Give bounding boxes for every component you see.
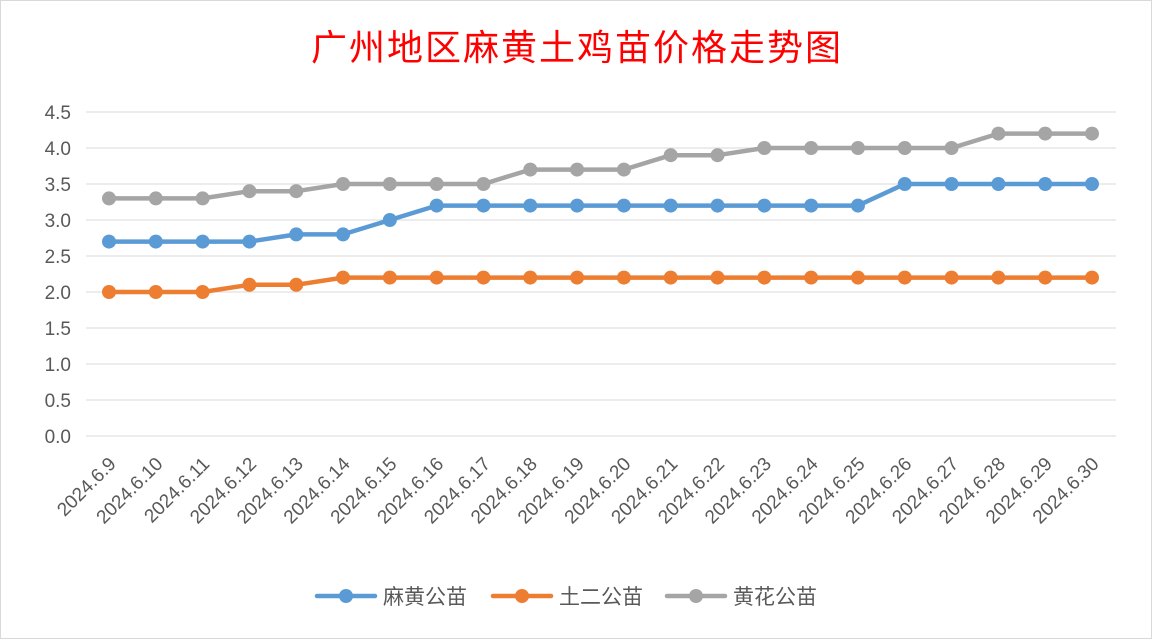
legend-swatch-marker bbox=[339, 589, 353, 603]
data-point bbox=[991, 270, 1006, 285]
data-point bbox=[991, 177, 1006, 191]
data-point bbox=[429, 270, 444, 285]
data-point bbox=[710, 270, 725, 285]
y-tick-label: 1.0 bbox=[45, 355, 71, 376]
gridlines bbox=[86, 111, 1116, 437]
series-2 bbox=[102, 270, 1099, 299]
data-point bbox=[523, 270, 538, 285]
data-point bbox=[616, 162, 631, 177]
x-axis-labels: 2024.6.92024.6.102024.6.112024.6.122024.… bbox=[53, 453, 1103, 528]
y-tick-label: 4.0 bbox=[45, 139, 71, 160]
legend-label: 土二公苗 bbox=[559, 585, 643, 609]
data-point bbox=[1085, 126, 1099, 141]
data-point bbox=[757, 270, 772, 285]
data-point bbox=[523, 162, 538, 177]
data-point bbox=[944, 177, 959, 191]
series-line bbox=[106, 181, 1095, 244]
data-point bbox=[1085, 177, 1099, 191]
data-point bbox=[102, 234, 116, 249]
data-point bbox=[429, 177, 444, 191]
legend: 麻黄公苗 土二公苗 黄花公苗 bbox=[314, 585, 817, 609]
data-point bbox=[242, 277, 257, 292]
y-tick-label: 1.5 bbox=[45, 319, 71, 340]
data-point bbox=[850, 141, 865, 155]
data-point bbox=[336, 270, 351, 285]
data-point bbox=[195, 191, 210, 206]
data-point bbox=[195, 234, 210, 249]
y-tick-label: 3.0 bbox=[45, 211, 71, 232]
data-point bbox=[289, 277, 304, 292]
data-point bbox=[148, 191, 163, 206]
chart-title: 广州地区麻黄土鸡苗价格走势图 bbox=[310, 28, 843, 69]
data-point bbox=[429, 198, 444, 213]
data-point bbox=[850, 198, 865, 213]
data-point bbox=[1085, 270, 1099, 285]
series-lines bbox=[102, 126, 1099, 299]
data-point bbox=[570, 270, 585, 285]
data-point bbox=[148, 234, 163, 249]
data-point bbox=[897, 177, 912, 191]
data-point bbox=[570, 198, 585, 213]
data-point bbox=[663, 270, 678, 285]
data-point bbox=[382, 213, 397, 227]
data-point bbox=[336, 227, 351, 242]
data-point bbox=[897, 141, 912, 155]
data-point bbox=[804, 270, 819, 285]
data-point bbox=[242, 234, 257, 249]
y-tick-label: 0.5 bbox=[45, 391, 71, 412]
y-axis-labels: 0.0 0.5 1.0 1.5 2.0 2.5 3.0 3.5 4.0 4.5 bbox=[45, 103, 71, 448]
data-point bbox=[195, 285, 210, 299]
legend-item: 黄花公苗 bbox=[664, 585, 817, 609]
data-point bbox=[382, 177, 397, 191]
data-point bbox=[757, 141, 772, 155]
data-point bbox=[1038, 126, 1053, 141]
data-point bbox=[804, 141, 819, 155]
data-point bbox=[476, 198, 491, 213]
data-point bbox=[102, 285, 116, 299]
data-point bbox=[382, 270, 397, 285]
data-point bbox=[757, 198, 772, 213]
y-tick-label: 4.5 bbox=[45, 103, 71, 124]
data-point bbox=[991, 126, 1006, 141]
series-line bbox=[106, 131, 1095, 201]
series-1 bbox=[102, 177, 1099, 249]
data-point bbox=[1038, 270, 1053, 285]
data-point bbox=[663, 198, 678, 213]
legend-item: 麻黄公苗 bbox=[314, 585, 467, 609]
data-point bbox=[336, 177, 351, 191]
data-point bbox=[710, 198, 725, 213]
y-tick-label: 2.0 bbox=[45, 283, 71, 304]
legend-swatch-marker bbox=[515, 589, 529, 603]
data-point bbox=[289, 184, 304, 199]
data-point bbox=[1038, 177, 1053, 191]
data-point bbox=[897, 270, 912, 285]
data-point bbox=[850, 270, 865, 285]
y-tick-label: 0.0 bbox=[45, 427, 71, 448]
legend-label: 麻黄公苗 bbox=[383, 585, 467, 609]
data-point bbox=[616, 270, 631, 285]
y-tick-label: 3.5 bbox=[45, 175, 71, 196]
legend-swatch-marker bbox=[689, 589, 703, 603]
data-point bbox=[476, 270, 491, 285]
series-3 bbox=[102, 126, 1099, 206]
data-point bbox=[616, 198, 631, 213]
data-point bbox=[476, 177, 491, 191]
data-point bbox=[289, 227, 304, 242]
data-point bbox=[710, 148, 725, 163]
data-point bbox=[570, 162, 585, 177]
data-point bbox=[242, 184, 257, 199]
series-line bbox=[106, 275, 1095, 295]
data-point bbox=[523, 198, 538, 213]
legend-label: 黄花公苗 bbox=[733, 585, 817, 609]
legend-item: 土二公苗 bbox=[490, 585, 643, 609]
data-point bbox=[944, 270, 959, 285]
data-point bbox=[804, 198, 819, 213]
data-point bbox=[944, 141, 959, 155]
data-point bbox=[102, 191, 116, 206]
y-tick-label: 2.5 bbox=[45, 247, 71, 268]
data-point bbox=[663, 148, 678, 163]
data-point bbox=[148, 285, 163, 299]
